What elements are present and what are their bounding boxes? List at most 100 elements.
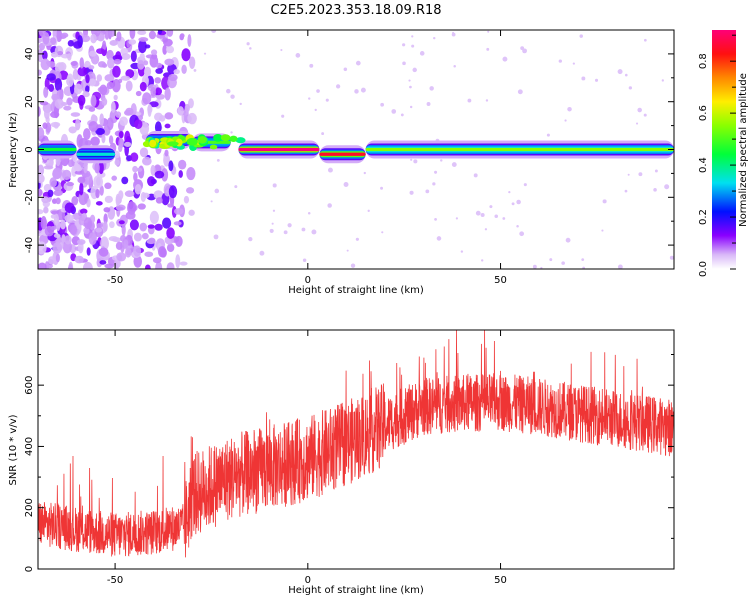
noise-blob: [38, 262, 47, 269]
noise-speck: [523, 183, 527, 187]
noise-speck: [249, 47, 252, 50]
noise-blob: [64, 214, 75, 222]
noise-speck: [335, 84, 341, 89]
noise-blob: [55, 253, 60, 263]
noise-blob: [125, 107, 134, 115]
noise-blob: [86, 247, 91, 256]
noise-blob: [102, 40, 107, 51]
noise-blob: [185, 187, 195, 194]
noise-speck: [411, 35, 414, 38]
noise-speck: [230, 131, 233, 134]
noise-blob: [53, 189, 64, 196]
noise-blob: [124, 130, 131, 145]
noise-speck: [522, 48, 527, 54]
noise-blob: [110, 101, 116, 113]
colorbar: 0.0 0.2 0.4 0.6 0.8 Normalized spectral ampl…: [698, 30, 749, 277]
spectrogram-ytick-label: -40: [24, 237, 35, 253]
noise-blob: [147, 176, 156, 187]
noise-speck: [440, 159, 443, 162]
noise-blob: [119, 116, 128, 127]
noise-blob: [147, 103, 152, 117]
noise-speck: [653, 188, 657, 192]
noise-blob: [140, 191, 146, 202]
noise-speck: [432, 182, 436, 186]
noise-blob: [42, 50, 48, 61]
noise-blob: [155, 261, 163, 269]
noise-speck: [664, 184, 670, 190]
noise-blob: [104, 195, 113, 204]
noise-blob: [46, 73, 56, 81]
noise-blob: [95, 128, 105, 136]
noise-blob: [38, 37, 43, 44]
noise-blob: [162, 44, 168, 55]
noise-blob: [82, 261, 93, 269]
noise-blob: [166, 227, 175, 239]
noise-speck: [391, 109, 397, 114]
noise-speck: [419, 51, 425, 56]
spectrogram-ytick-label: 20: [24, 95, 35, 108]
noise-speck: [480, 213, 485, 218]
noise-blob: [40, 216, 47, 230]
noise-speck: [429, 86, 434, 91]
noise-speck: [295, 53, 301, 58]
noise-speck: [216, 159, 220, 162]
noise-speck: [346, 249, 349, 252]
noise-blob: [104, 74, 115, 82]
noise-blob: [138, 165, 145, 179]
noise-blob: [96, 74, 103, 82]
noise-blob: [120, 234, 127, 242]
snr-marks: [38, 330, 674, 558]
noise-blob: [125, 211, 136, 220]
noise-blob: [83, 128, 91, 141]
band-segment: [319, 152, 366, 156]
noise-blob: [70, 61, 78, 66]
snr-ytick-label: 400: [24, 437, 35, 456]
noise-blob: [89, 78, 96, 87]
noise-blob: [53, 213, 60, 226]
noise-blob: [154, 121, 162, 134]
noise-speck: [661, 79, 664, 82]
noise-blob: [173, 69, 180, 75]
noise-speck: [230, 94, 235, 99]
noise-blob: [43, 165, 54, 170]
band-spot: [213, 133, 223, 142]
band-segment: [76, 152, 116, 156]
noise-speck: [638, 172, 643, 177]
noise-blob: [141, 232, 149, 240]
noise-speck: [581, 76, 586, 81]
noise-blob: [88, 232, 97, 246]
spectrogram-ytick-label: 40: [24, 48, 35, 61]
noise-blob: [74, 83, 83, 95]
noise-blob: [154, 223, 163, 231]
noise-speck: [193, 69, 197, 72]
noise-speck: [572, 62, 575, 65]
noise-blob: [155, 62, 163, 69]
noise-speck: [213, 234, 219, 240]
noise-blob: [99, 84, 108, 96]
noise-blob: [111, 175, 118, 181]
noise-blob: [99, 260, 107, 265]
noise-blob: [38, 48, 44, 63]
noise-blob: [90, 33, 97, 44]
noise-blob: [134, 119, 143, 130]
noise-blob: [99, 185, 104, 196]
noise-blob: [81, 34, 91, 43]
noise-blob: [50, 51, 59, 58]
noise-blob: [147, 224, 155, 229]
spectrogram-ticks: -50 0 50 -40 -20 0 20 40: [24, 29, 674, 286]
colorbar-gradient: [712, 30, 736, 269]
noise-blob: [95, 188, 100, 199]
noise-speck: [617, 69, 623, 75]
noise-blob: [90, 136, 100, 147]
noise-speck: [355, 237, 359, 241]
noise-blob: [130, 50, 137, 63]
noise-blob: [181, 48, 191, 62]
noise-speck: [434, 218, 437, 221]
noise-blob: [168, 160, 174, 172]
noise-speck: [624, 73, 628, 77]
noise-speck: [635, 122, 639, 125]
figure-title: C2E5.2023.353.18.09.R18: [270, 3, 441, 18]
noise-blob: [149, 210, 159, 224]
noise-blob: [139, 81, 147, 92]
noise-speck: [343, 67, 348, 72]
